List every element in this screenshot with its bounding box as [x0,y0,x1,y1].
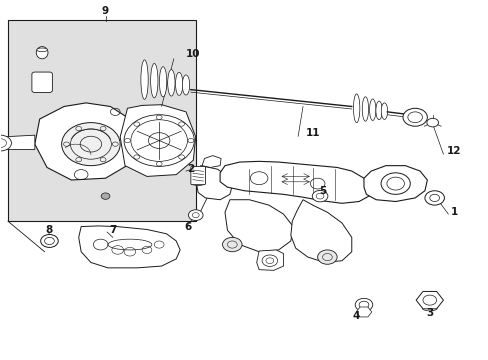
Circle shape [426,118,438,127]
Ellipse shape [375,101,382,120]
Text: 2: 2 [187,164,194,174]
Text: 6: 6 [184,222,192,231]
Polygon shape [79,226,180,268]
Ellipse shape [36,46,48,59]
Text: 9: 9 [102,6,109,17]
Circle shape [0,135,11,151]
Circle shape [312,190,327,202]
Circle shape [41,234,58,247]
Ellipse shape [362,97,368,121]
Circle shape [101,193,110,199]
Ellipse shape [167,69,175,96]
Polygon shape [195,166,232,200]
Text: 1: 1 [449,207,457,217]
Circle shape [402,108,427,126]
Text: 5: 5 [318,186,325,196]
Polygon shape [202,156,221,167]
Ellipse shape [369,99,375,121]
Text: 11: 11 [305,129,319,138]
Text: 8: 8 [46,225,53,235]
Polygon shape [224,200,293,252]
Ellipse shape [37,48,47,51]
Text: 10: 10 [185,49,200,59]
Polygon shape [256,250,283,270]
Text: 3: 3 [426,308,432,318]
Ellipse shape [422,306,436,311]
Ellipse shape [381,103,387,120]
Circle shape [424,191,444,205]
Text: 4: 4 [352,311,360,321]
Circle shape [61,123,120,166]
Polygon shape [0,135,35,149]
Ellipse shape [150,63,158,98]
Bar [8,21,195,221]
Polygon shape [120,105,195,176]
Polygon shape [220,161,370,203]
Polygon shape [363,166,427,202]
Ellipse shape [175,72,183,95]
FancyBboxPatch shape [190,166,205,185]
FancyBboxPatch shape [32,72,52,93]
Circle shape [188,210,203,221]
Ellipse shape [141,60,148,99]
Ellipse shape [192,182,204,185]
Ellipse shape [353,94,359,123]
Circle shape [317,250,336,264]
Ellipse shape [182,75,189,95]
Circle shape [354,298,372,311]
Polygon shape [290,200,351,262]
Circle shape [222,237,242,252]
Ellipse shape [159,67,166,97]
Text: 12: 12 [446,146,461,156]
Text: 7: 7 [109,225,116,235]
Polygon shape [35,103,135,180]
